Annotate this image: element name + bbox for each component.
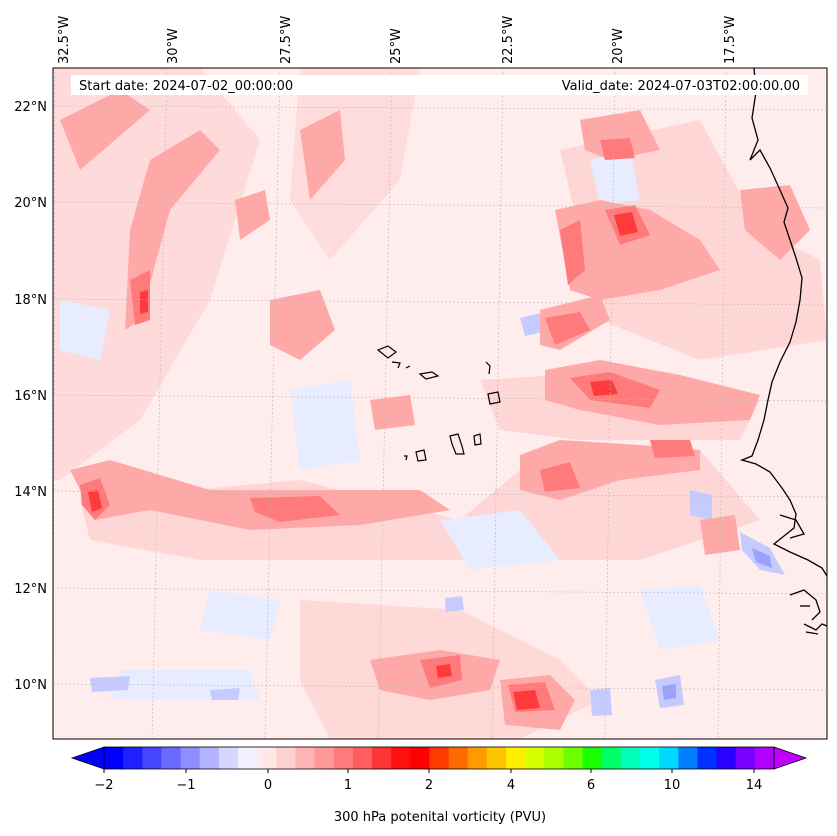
colorbar-frame [103, 746, 775, 770]
colorbar-tick-label: 1 [344, 778, 352, 793]
colorbar-cell [735, 747, 756, 769]
colorbar-tick-label: −1 [176, 778, 195, 793]
colorbar-cell [276, 747, 296, 769]
colorbar-cell [678, 747, 698, 769]
lon-label: 30°W [166, 28, 181, 64]
colorbar-cell [104, 747, 124, 769]
lon-label: 22.5°W [501, 16, 516, 64]
valid-date-label: Valid_date: 2024-07-03T02:00:00.00 [562, 79, 800, 94]
colorbar-cell [257, 747, 277, 769]
colorbar-cell [410, 747, 430, 769]
lon-label: 17.5°W [723, 16, 738, 64]
colorbar-cell [238, 747, 258, 769]
colorbar-cell [563, 747, 584, 769]
colorbar-cell [620, 747, 641, 769]
pv-field-negative [60, 150, 720, 700]
latitude-labels: 22°N 20°N 18°N 16°N 14°N 12°N 10°N [14, 100, 47, 693]
colorbar-tick-label: 14 [746, 778, 763, 793]
colorbar-cell [716, 747, 737, 769]
colorbar-tick-label: 6 [587, 778, 595, 793]
lon-label: 27.5°W [279, 16, 294, 64]
start-date-label: Start date: 2024-07-02_00:00:00 [79, 79, 293, 94]
coastline-africa [739, 68, 827, 635]
graticule [53, 68, 827, 739]
colorbar-cell [659, 747, 679, 769]
colorbar-tick-label: 0 [264, 778, 272, 793]
map-panel: Start date: 2024-07-02_00:00:00 Valid_da… [53, 68, 827, 739]
colorbar-cell [754, 747, 775, 769]
colorbar-cell [697, 747, 718, 769]
lat-label: 16°N [14, 389, 47, 404]
colorbar-tick-label: 4 [507, 778, 515, 793]
map-frame [52, 67, 828, 740]
date-banner-background [71, 75, 808, 95]
colorbar-tick-label: 2 [425, 778, 433, 793]
pv-field-negative-strong [662, 548, 772, 700]
lat-label: 14°N [14, 485, 47, 500]
colorbar-cell [352, 747, 373, 769]
colorbar-tick-label: −2 [94, 778, 113, 793]
lat-label: 20°N [14, 196, 47, 211]
colorbar-cell [525, 747, 545, 769]
longitude-labels: 32.5°W 30°W 27.5°W 25°W 22.5°W 20°W 17.5… [57, 16, 738, 64]
lat-label: 18°N [14, 293, 47, 308]
cape-verde-islands [376, 345, 501, 462]
lon-label: 20°W [611, 28, 626, 64]
colorbar-title: 300 hPa potenital vorticity (PVU) [334, 810, 546, 825]
colorbar-cell [372, 747, 392, 769]
colorbar-cells [104, 747, 775, 769]
colorbar-over-arrow [773, 746, 808, 770]
colorbar-cell [448, 747, 469, 769]
colorbar-cell [295, 747, 316, 769]
colorbar-cell [161, 747, 182, 769]
pv-field-very-high [88, 212, 638, 710]
colorbar-cell [333, 747, 354, 769]
colorbar-cell [544, 747, 564, 769]
colorbar-cell [486, 747, 507, 769]
colorbar-cell [180, 747, 201, 769]
colorbar-ticks: −2 −1 0 1 2 4 6 10 14 [94, 769, 762, 793]
colorbar: −2 −1 0 1 2 4 6 10 14 300 hPa potenital … [70, 746, 808, 825]
colorbar-cell [314, 747, 335, 769]
colorbar-cell [506, 747, 526, 769]
lat-label: 22°N [14, 100, 47, 115]
lat-label: 10°N [14, 678, 47, 693]
colorbar-cell [582, 747, 603, 769]
colorbar-cell [391, 747, 411, 769]
colorbar-cell [218, 747, 239, 769]
colorbar-cell [123, 747, 143, 769]
colorbar-cell [142, 747, 162, 769]
colorbar-cell [429, 747, 450, 769]
colorbar-cell [199, 747, 220, 769]
lon-label: 32.5°W [57, 16, 72, 64]
colorbar-cell [640, 747, 660, 769]
colorbar-tick-label: 10 [664, 778, 681, 793]
lat-label: 12°N [14, 582, 47, 597]
colorbar-under-arrow [70, 746, 105, 770]
colorbar-cell [467, 747, 488, 769]
colorbar-cell [601, 747, 622, 769]
lon-label: 25°W [389, 28, 404, 64]
